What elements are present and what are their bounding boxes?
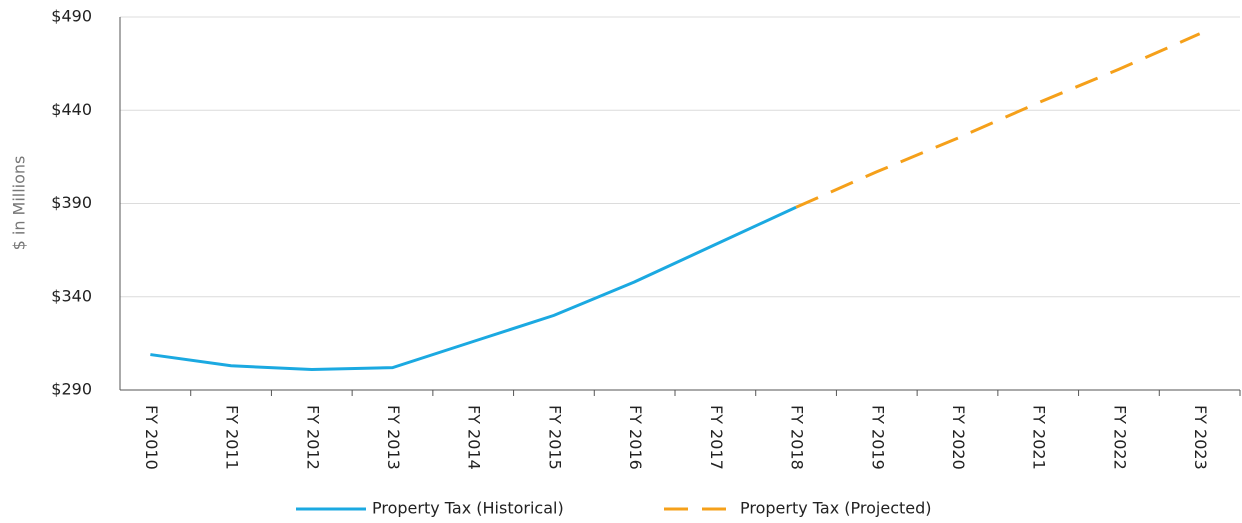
x-tick-label: FY 2018 bbox=[788, 405, 807, 470]
y-tick-label: $490 bbox=[51, 7, 92, 26]
y-tick-label: $440 bbox=[51, 100, 92, 119]
x-tick-label: FY 2010 bbox=[142, 405, 161, 470]
legend-label: Property Tax (Projected) bbox=[740, 499, 932, 518]
x-tick-label: FY 2012 bbox=[303, 405, 322, 470]
x-tick-label: FY 2011 bbox=[223, 405, 242, 470]
series-line bbox=[150, 205, 797, 371]
y-tick-label: $390 bbox=[51, 193, 92, 212]
y-tick-label: $290 bbox=[51, 380, 92, 399]
x-tick-label: FY 2015 bbox=[545, 405, 564, 470]
y-axis-label: $ in Millions bbox=[10, 156, 29, 251]
x-tick-label: FY 2021 bbox=[1030, 405, 1049, 470]
x-tick-label: FY 2019 bbox=[868, 405, 887, 470]
series-line bbox=[795, 32, 1201, 209]
x-tick-label: FY 2017 bbox=[707, 405, 726, 470]
y-tick-label: $340 bbox=[51, 286, 92, 305]
legend-label: Property Tax (Historical) bbox=[372, 499, 564, 518]
x-tick-label: FY 2022 bbox=[1110, 405, 1129, 470]
x-tick-label: FY 2020 bbox=[949, 405, 968, 470]
x-tick-label: FY 2013 bbox=[384, 405, 403, 470]
x-tick-label: FY 2016 bbox=[626, 405, 645, 470]
x-tick-label: FY 2014 bbox=[465, 405, 484, 470]
x-tick-label: FY 2023 bbox=[1191, 405, 1210, 470]
